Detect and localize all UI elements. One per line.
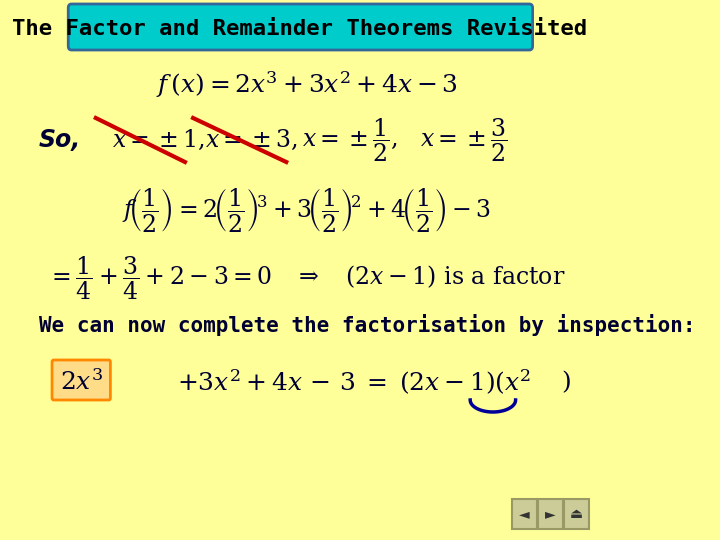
Text: $)$: $)$ — [561, 369, 571, 395]
FancyBboxPatch shape — [539, 499, 562, 529]
Text: ◄: ◄ — [519, 507, 530, 521]
Text: The Factor and Remainder Theorems Revisited: The Factor and Remainder Theorems Revisi… — [12, 19, 588, 39]
Text: $x = \pm \dfrac{3}{2}$: $x = \pm \dfrac{3}{2}$ — [420, 116, 508, 164]
Text: $= \dfrac{1}{4} + \dfrac{3}{4} + 2 - 3 = 0 \quad \Rightarrow \quad (2x - 1) \tex: $= \dfrac{1}{4} + \dfrac{3}{4} + 2 - 3 =… — [48, 254, 566, 302]
Text: $x = \pm 1,$: $x = \pm 1,$ — [112, 128, 205, 152]
FancyBboxPatch shape — [513, 499, 536, 529]
Text: $2x^3$: $2x^3$ — [60, 369, 103, 395]
Text: $+ 3x^2 + 4x \,-\, 3 \;=\; (2x-1)(x^2$: $+ 3x^2 + 4x \,-\, 3 \;=\; (2x-1)(x^2$ — [177, 367, 531, 397]
Text: $f\!\left(\dfrac{1}{2}\right) = 2\!\left(\dfrac{1}{2}\right)^{\!3} + 3\!\left(\d: $f\!\left(\dfrac{1}{2}\right) = 2\!\left… — [122, 186, 491, 234]
Text: $x = \pm \dfrac{1}{2},$: $x = \pm \dfrac{1}{2},$ — [302, 116, 399, 164]
FancyBboxPatch shape — [52, 360, 110, 400]
FancyBboxPatch shape — [68, 4, 533, 50]
Text: We can now complete the factorisation by inspection:: We can now complete the factorisation by… — [39, 314, 696, 336]
Text: ⏏: ⏏ — [570, 507, 583, 521]
Text: $x = \pm 3,$: $x = \pm 3,$ — [205, 128, 298, 152]
Text: $f\,(x) = 2x^3 + 3x^2 + 4x - 3$: $f\,(x) = 2x^3 + 3x^2 + 4x - 3$ — [156, 70, 457, 100]
Text: So,: So, — [39, 128, 81, 152]
FancyBboxPatch shape — [564, 499, 588, 529]
Text: ►: ► — [545, 507, 556, 521]
